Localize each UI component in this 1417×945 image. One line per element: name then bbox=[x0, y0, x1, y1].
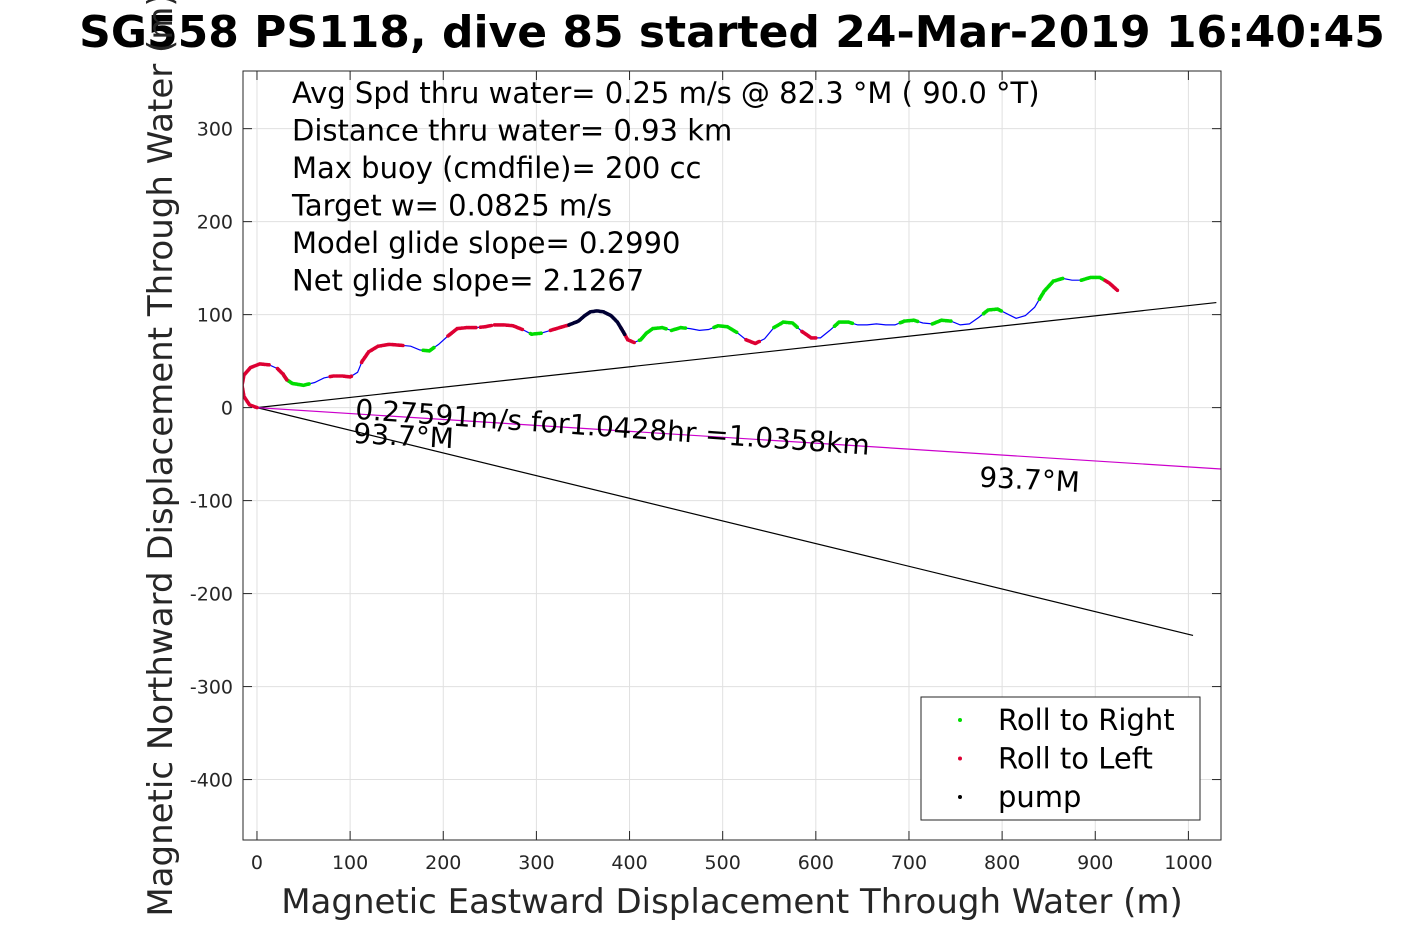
y-tick-label: 300 bbox=[197, 119, 233, 141]
legend-box bbox=[920, 696, 1201, 821]
roll-left-point bbox=[1115, 288, 1120, 293]
y-axis-label: Magnetic Northward Displacement Through … bbox=[141, 0, 181, 917]
roll-right-point bbox=[1060, 276, 1065, 281]
x-tick-label: 200 bbox=[425, 852, 461, 874]
roll-right-point bbox=[795, 325, 799, 330]
y-tick-label: -200 bbox=[190, 584, 233, 606]
info-line: Avg Spd thru water= 0.25 m/s @ 82.3 °M (… bbox=[292, 76, 1040, 110]
y-tick-label: 200 bbox=[197, 212, 233, 234]
y-tick-label: 0 bbox=[221, 398, 233, 420]
x-tick-label: 700 bbox=[891, 852, 927, 874]
y-tick-label: -100 bbox=[190, 491, 233, 513]
roll-right-point bbox=[915, 319, 920, 324]
x-tick-label: 500 bbox=[705, 852, 741, 874]
axis-ticks: 0 100 200 300 400 500 600 700 800 900 100030020010… bbox=[190, 71, 1221, 874]
x-tick-label: 800 bbox=[984, 852, 1020, 874]
x-tick-label: 100 bbox=[332, 852, 368, 874]
info-line: Max buoy (cmdfile)= 200 cc bbox=[292, 151, 701, 185]
roll-left-point bbox=[474, 325, 478, 330]
reference-line-current bbox=[256, 407, 1221, 470]
info-line: Model glide slope= 0.2990 bbox=[292, 226, 680, 260]
info-box: Avg Spd thru water= 0.25 m/s @ 82.3 °M (… bbox=[291, 76, 1040, 298]
legend-label: pump bbox=[998, 780, 1081, 814]
roll-left-point bbox=[632, 340, 636, 345]
y-tick-label: -400 bbox=[190, 770, 233, 792]
roll-left-point bbox=[401, 343, 405, 348]
x-axis-label: Magnetic Eastward Displacement Through W… bbox=[281, 882, 1183, 922]
x-tick-label: 1000 bbox=[1164, 852, 1212, 874]
y-tick-label: 100 bbox=[197, 305, 233, 327]
reference-lines bbox=[256, 301, 1221, 637]
x-tick-label: 400 bbox=[611, 852, 647, 874]
legend-marker bbox=[958, 718, 962, 722]
roll-right-point bbox=[850, 321, 855, 326]
roll-left-point bbox=[349, 374, 354, 379]
track bbox=[243, 275, 1120, 410]
legend-label: Roll to Left bbox=[998, 742, 1153, 776]
roll-left-point bbox=[520, 327, 525, 332]
legend-marker bbox=[958, 795, 962, 799]
legend-label: Roll to Right bbox=[998, 703, 1175, 737]
info-line: Net glide slope= 2.1267 bbox=[292, 264, 644, 298]
plot-frame bbox=[242, 70, 1222, 841]
pump-point bbox=[622, 332, 627, 337]
chart-title: SG558 PS118, dive 85 started 24-Mar-2019… bbox=[79, 7, 1385, 58]
roll-left-point bbox=[489, 323, 494, 328]
roll-left-point bbox=[814, 336, 818, 340]
roll-left-point bbox=[285, 377, 289, 382]
x-tick-label: 0 bbox=[251, 852, 263, 874]
roll-right-point bbox=[539, 331, 543, 336]
info-line: Target w= 0.0825 m/s bbox=[291, 189, 612, 223]
roll-right-point bbox=[683, 326, 688, 330]
annotation-label: 93.7°M bbox=[978, 461, 1080, 499]
reference-line-upper bbox=[256, 301, 1217, 409]
y-tick-label: -300 bbox=[190, 677, 233, 699]
x-tick-label: 300 bbox=[518, 852, 554, 874]
roll-right-point bbox=[432, 345, 436, 350]
annotation-label: 93.7°M bbox=[353, 417, 455, 455]
roll-left-point bbox=[757, 339, 762, 344]
x-tick-label: 900 bbox=[1077, 852, 1113, 874]
reference-line-lower bbox=[256, 407, 1194, 637]
roll-right-point bbox=[734, 330, 739, 335]
x-tick-label: 600 bbox=[798, 852, 834, 874]
roll-right-point bbox=[999, 309, 1004, 313]
roll-right-point bbox=[949, 319, 953, 323]
legend: Roll to Right Roll to Left pump bbox=[920, 696, 1201, 821]
roll-right-point bbox=[307, 382, 311, 386]
info-line: Distance thru water= 0.93 km bbox=[292, 114, 732, 148]
legend-marker bbox=[958, 756, 962, 761]
roll-right-point bbox=[664, 327, 668, 331]
roll-left-point bbox=[267, 363, 271, 367]
